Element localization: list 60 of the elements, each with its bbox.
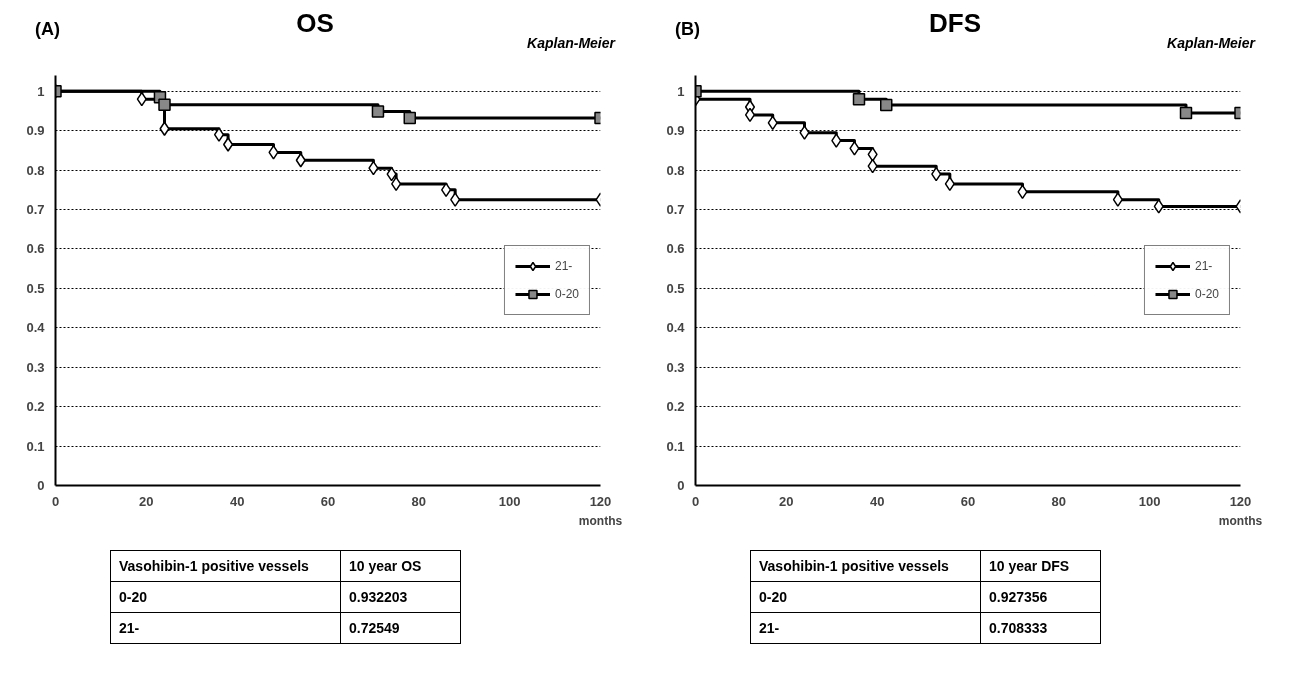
text: 10 year DFS [980,550,1101,582]
x-tick-label: 40 [869,493,885,509]
text: 0.927356 [980,581,1101,613]
text: 0-20 [750,581,981,613]
x-tick-label: 80 [411,493,427,509]
y-tick-label: 0.6 [666,241,685,257]
x-tick-label: 0 [691,493,700,509]
text: (A) [35,18,60,41]
y-tick-label: 0.5 [26,280,45,296]
x-axis-title: months [1218,513,1263,528]
text: Vasohibin-1 positive vessels [110,550,341,582]
y-tick-label: 0 [677,478,685,493]
text: Kaplan-Meier [527,34,615,53]
text: Vasohibin-1 positive vessels [750,550,981,582]
text: Kaplan-Meier [1167,34,1255,53]
y-tick-label: 0.9 [26,123,45,139]
x-tick-label: 0 [51,493,60,509]
text: 10 year OS [340,550,461,582]
text: 0.708333 [980,612,1101,644]
legend-label: 0-20 [554,287,579,301]
y-tick-label: 0.1 [26,438,45,454]
text: 0-20 [110,581,341,613]
x-tick-label: 20 [139,493,154,509]
x-tick-label: 40 [229,493,245,509]
x-tick-label: 60 [960,493,976,509]
y-tick-label: 0 [37,478,45,493]
text: 21- [110,612,341,644]
y-tick-label: 0.4 [26,320,46,336]
text: 21- [750,612,981,644]
y-tick-label: 0.5 [666,280,685,296]
y-tick-label: 0.6 [26,241,45,257]
chart-title: DFS [929,8,981,38]
y-tick-label: 0.7 [26,202,45,218]
y-tick-label: 0.3 [26,359,45,375]
legend-label: 21- [1194,259,1214,273]
y-tick-label: 0.8 [666,162,685,178]
x-tick-label: 120 [589,493,612,509]
y-tick-label: 1 [677,83,685,99]
text: 0.932203 [340,581,461,613]
text: 0.72549 [340,612,461,644]
chart-title: OS [296,8,334,38]
y-tick-label: 0.2 [666,399,685,415]
y-tick-label: 0.3 [666,359,685,375]
legend-label: 0-20 [1194,287,1219,301]
y-tick-label: 0.2 [26,399,45,415]
x-tick-label: 80 [1051,493,1067,509]
x-tick-label: 120 [1229,493,1252,509]
x-tick-label: 100 [1138,493,1161,509]
text: (B) [675,18,700,41]
y-tick-label: 0.8 [26,162,45,178]
legend-label: 21- [554,259,574,273]
y-tick-label: 1 [37,83,45,99]
y-tick-label: 0.7 [666,202,685,218]
y-tick-label: 0.4 [666,320,686,336]
x-tick-label: 20 [779,493,794,509]
y-tick-label: 0.1 [666,438,685,454]
x-axis-title: months [578,513,623,528]
x-tick-label: 60 [320,493,336,509]
y-tick-label: 0.9 [666,123,685,139]
x-tick-label: 100 [498,493,521,509]
